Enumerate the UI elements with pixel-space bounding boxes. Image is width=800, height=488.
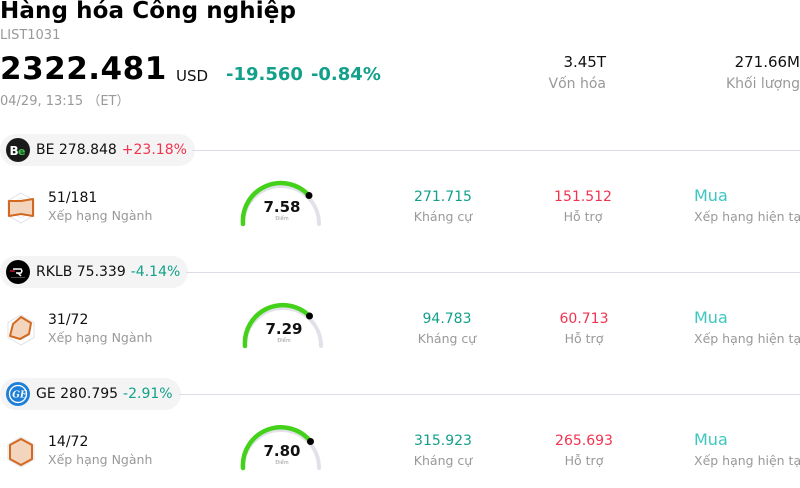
resistance-label: Kháng cự: [417, 331, 477, 346]
stock-change-percent: -4.14%: [130, 264, 181, 280]
resistance-label: Kháng cự: [413, 209, 473, 224]
score-gauge: 7.80 Điểm: [237, 422, 327, 472]
support-value: 265.693: [555, 433, 613, 449]
industry-rank-value: 31/72: [48, 312, 89, 328]
rating-label: Xếp hạng hiện tại: [694, 453, 800, 468]
industry-rank-label: Xếp hạng Ngành: [48, 208, 153, 223]
score-value: 7.80: [263, 442, 301, 460]
stock-change-percent: +23.18%: [121, 142, 187, 158]
resistance-metric: 315.923 Kháng cự: [408, 433, 478, 468]
market-cap-value: 3.45T: [563, 53, 606, 71]
volume-value: 271.66M: [734, 53, 800, 71]
resistance-value: 94.783: [422, 311, 472, 327]
score-gauge: 7.58 Điểm: [237, 178, 327, 228]
support-metric: 60.713 Hỗ trợ: [549, 311, 619, 346]
industry-rank-label: Xếp hạng Ngành: [48, 452, 153, 467]
support-label: Hỗ trợ: [564, 331, 604, 346]
market-cap-stat: 3.45T Vốn hóa: [549, 53, 606, 92]
score-gauge: 7.29 Điểm: [239, 300, 329, 350]
industry-rank-label: Xếp hạng Ngành: [48, 330, 153, 345]
current-rating: Mua Xếp hạng hiện tại: [694, 308, 800, 346]
resistance-label: Kháng cự: [413, 453, 473, 468]
rating-label: Xếp hạng hiện tại: [694, 209, 800, 224]
score-value: 7.29: [265, 320, 303, 338]
rating-value: Mua: [694, 308, 728, 327]
price-change: -19.560 -0.84%: [226, 64, 381, 85]
score-label: Điểm: [275, 460, 289, 466]
stock-symbol-price: RKLB 75.339: [36, 264, 126, 280]
rating-label: Xếp hạng hiện tại: [694, 331, 800, 346]
support-value: 60.713: [559, 311, 609, 327]
rklb-logo-icon: [6, 260, 30, 284]
support-metric: 151.512 Hỗ trợ: [548, 189, 618, 224]
section-divider: [179, 394, 800, 395]
stock-symbol-price: BE 278.848: [36, 142, 117, 158]
market-cap-label: Vốn hóa: [548, 76, 606, 92]
support-label: Hỗ trợ: [564, 453, 604, 468]
currency-label: USD: [176, 67, 209, 85]
ge-logo-icon: GE: [6, 382, 30, 406]
svg-text:B: B: [10, 144, 19, 158]
list-code: LIST1031: [0, 28, 61, 43]
stock-pill[interactable]: GE GE 280.795 -2.91%: [0, 378, 181, 410]
support-value: 151.512: [554, 189, 612, 205]
support-metric: 265.693 Hỗ trợ: [546, 433, 622, 468]
radar-chart-icon: [7, 436, 35, 468]
resistance-value: 271.715: [414, 189, 472, 205]
score-label: Điểm: [275, 216, 289, 222]
change-absolute: -19.560: [226, 64, 303, 85]
current-rating: Mua Xếp hạng hiện tại: [694, 430, 800, 468]
section-divider: [186, 272, 800, 273]
timestamp: 04/29, 13:15 （ET）: [0, 94, 130, 109]
stock-symbol-price: GE 280.795: [36, 386, 119, 402]
support-label: Hỗ trợ: [563, 209, 603, 224]
svg-text:GE: GE: [12, 391, 27, 401]
industry-rank-value: 14/72: [48, 434, 89, 450]
industry-rank-value: 51/181: [48, 190, 98, 206]
resistance-metric: 271.715 Kháng cự: [408, 189, 478, 224]
section-divider: [192, 150, 800, 151]
resistance-value: 315.923: [414, 433, 472, 449]
page-title: Hàng hóa Công nghiệp: [0, 0, 297, 24]
stock-pill[interactable]: RKLB 75.339 -4.14%: [0, 256, 189, 288]
index-price: 2322.481: [0, 51, 167, 87]
resistance-metric: 94.783 Kháng cự: [412, 311, 482, 346]
radar-chart-icon: [7, 192, 35, 224]
rating-value: Mua: [694, 430, 728, 449]
radar-chart-icon: [7, 314, 35, 346]
stock-section: RKLB 75.339 -4.14% 31/72 Xếp hạng Ngành …: [0, 256, 800, 378]
score-value: 7.58: [263, 198, 301, 216]
current-rating: Mua Xếp hạng hiện tại: [694, 186, 800, 224]
change-percent: -0.84%: [310, 64, 381, 85]
rating-value: Mua: [694, 186, 728, 205]
score-label: Điểm: [277, 338, 291, 344]
svg-text:e: e: [18, 145, 25, 158]
stock-change-percent: -2.91%: [123, 386, 173, 402]
volume-stat: 271.66M Khối lượng: [726, 53, 800, 92]
volume-label: Khối lượng: [725, 76, 800, 92]
stock-section: GE GE 280.795 -2.91% 14/72 Xếp hạng Ngàn…: [0, 378, 800, 488]
